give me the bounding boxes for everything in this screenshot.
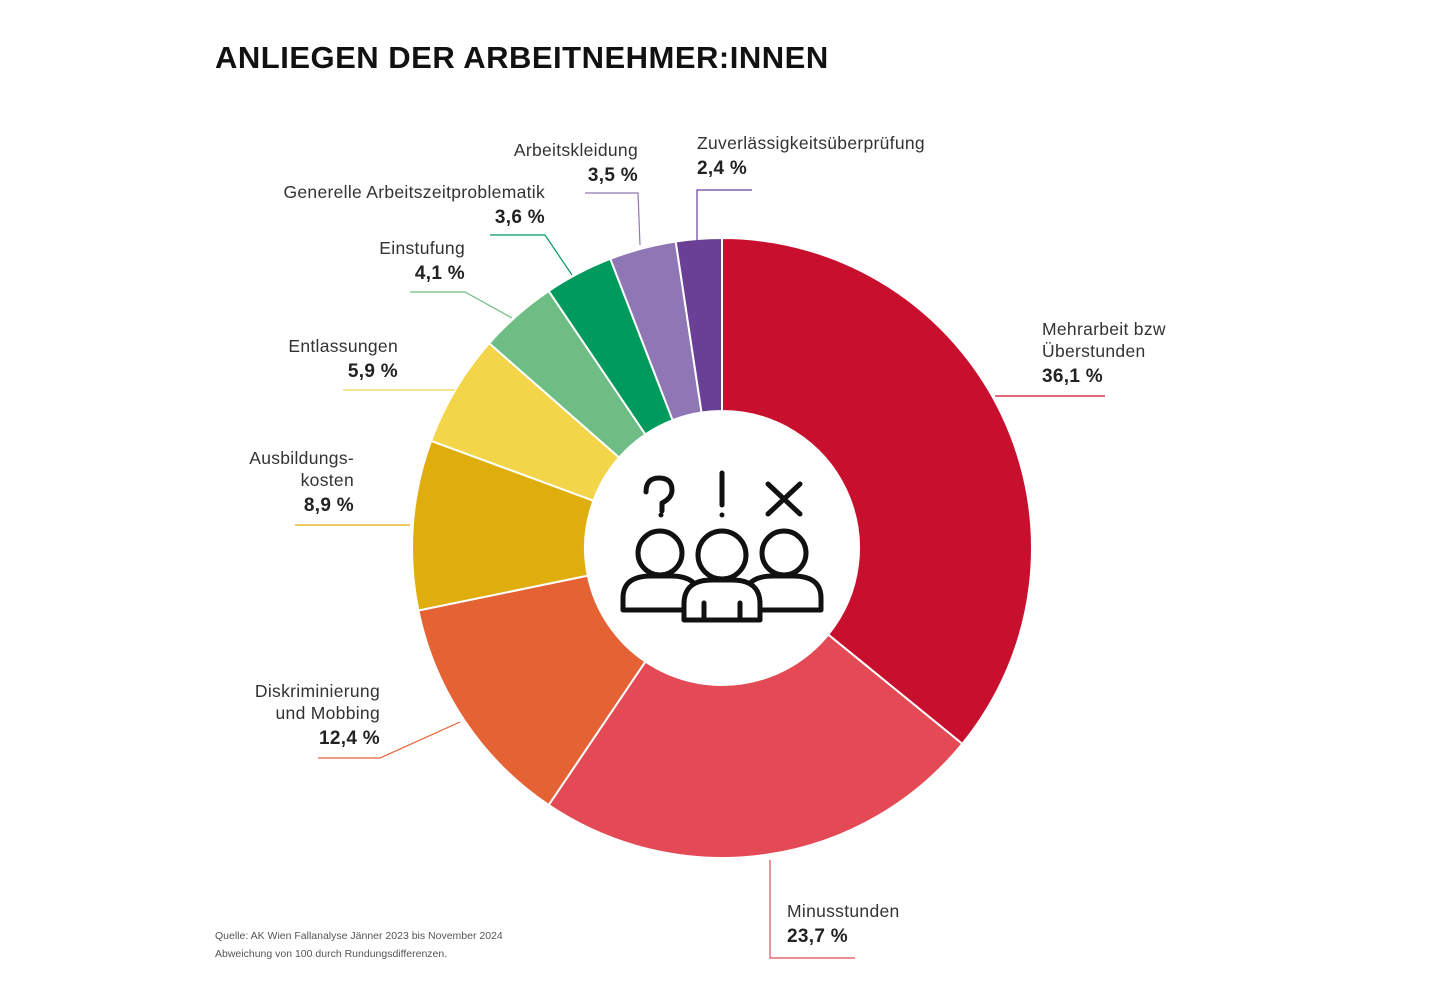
leader-line-5: [410, 291, 513, 319]
people-icon: [620, 470, 824, 623]
slice-value-label: 12,4 %: [319, 728, 380, 749]
slice-label-3: Ausbildungs-kosten 8,9 %: [249, 447, 354, 521]
leader-line-7: [585, 192, 641, 246]
slice-label-text: und Mobbing: [275, 703, 380, 723]
slice-label-text: kosten: [300, 470, 354, 490]
slice-label-text: Minusstunden: [787, 901, 900, 921]
slice-label-text: Arbeitskleidung: [513, 140, 638, 160]
slice-label-text: Generelle Arbeitszeitproblematik: [283, 182, 545, 202]
leader-line-8: [696, 189, 752, 240]
slice-label-text: Ausbildungs-: [249, 448, 354, 468]
leader-line-1: [769, 860, 855, 959]
slice-label-1: Minusstunden 23,7 %: [787, 900, 900, 952]
slice-label-0: Mehrarbeit bzw Überstunden 36,1 %: [1042, 318, 1166, 392]
rounding-note: Abweichung von 100 durch Rundungsdiffere…: [215, 948, 448, 960]
slice-value-label: 8,9 %: [303, 495, 354, 516]
leader-line-6: [490, 234, 573, 276]
slice-value-label: 23,7 %: [787, 926, 848, 947]
slice-label-text: Überstunden: [1042, 341, 1146, 361]
slice-label-5: Einstufung 4,1 %: [379, 237, 465, 289]
slice-value-label: 3,6 %: [494, 207, 545, 228]
chart-title: ANLIEGEN DER ARBEITNEHMER:INNEN: [215, 40, 829, 75]
slice-value-label: 3,5 %: [587, 165, 638, 186]
slice-label-8: Zuverlässigkeitsüberprüfung 2,4 %: [697, 132, 925, 184]
slice-label-text: Zuverlässigkeitsüberprüfung: [697, 133, 925, 153]
slice-label-2: Diskriminierung und Mobbing 12,4 %: [255, 680, 380, 754]
slice-value-label: 36,1 %: [1042, 366, 1103, 387]
slice-value-label: 2,4 %: [697, 158, 748, 179]
slice-label-text: Einstufung: [379, 238, 465, 258]
slice-label-text: Diskriminierung: [254, 681, 380, 701]
slice-label-text: Entlassungen: [288, 336, 398, 356]
slice-label-6: Generelle Arbeitszeitproblematik 3,6 %: [283, 181, 545, 233]
source-note: Quelle: AK Wien Fallanalyse Jänner 2023 …: [215, 930, 503, 942]
leader-line-2: [318, 721, 461, 759]
slice-label-text: Mehrarbeit bzw: [1042, 319, 1166, 339]
slice-value-label: 4,1 %: [414, 263, 465, 284]
slice-value-label: 5,9 %: [347, 361, 398, 382]
slice-label-7: Arbeitskleidung 3,5 %: [514, 139, 638, 191]
slice-label-4: Entlassungen 5,9 %: [288, 335, 398, 387]
